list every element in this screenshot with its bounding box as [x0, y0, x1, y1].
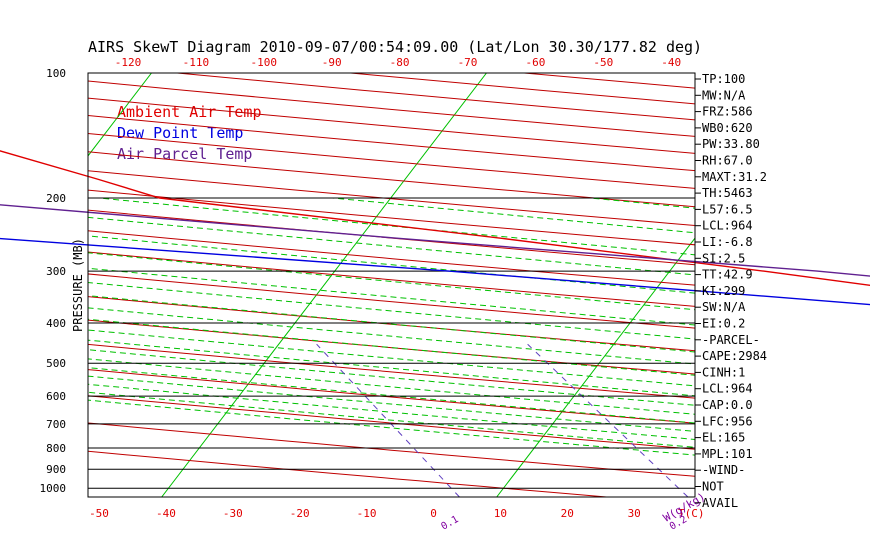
top-temp-tick-label: -100	[251, 56, 278, 69]
pressure-tick-label: 600	[46, 390, 66, 403]
y-axis-label: PRESSURE (MB)	[71, 238, 85, 332]
plot-frame	[87, 72, 696, 498]
legend-dewpoint: Dew Point Temp	[117, 124, 243, 142]
index-label: WB0:620	[702, 121, 753, 135]
moist-adiabat	[88, 358, 695, 415]
index-label: SI:2.5	[702, 251, 745, 265]
dry-adiabat	[88, 422, 695, 477]
indices-panel: TP:100 MW:N/A FRZ:586 WB0:620 PW:33.80 RH:67.…	[695, 72, 767, 510]
index-label: EI:0.2	[702, 317, 745, 331]
pressure-tick-label: 300	[46, 265, 66, 278]
index-label: NOT	[702, 480, 724, 494]
moist-adiabat	[88, 391, 695, 448]
index-label: MPL:101	[702, 447, 753, 461]
index-label: LFC:956	[702, 414, 753, 428]
moist-adiabat	[865, 198, 870, 497]
bottom-temp-tick-label: -30	[223, 507, 243, 520]
top-temp-tick-label: -80	[390, 56, 410, 69]
index-label: FRZ:586	[702, 105, 753, 119]
index-label: CINH:1	[702, 365, 745, 379]
legend-parcel: Air Parcel Temp	[117, 145, 252, 163]
dry-adiabat	[88, 189, 695, 246]
index-label: LCL:964	[702, 219, 753, 233]
index-label: PW:33.80	[702, 137, 760, 151]
index-label: MW:N/A	[702, 88, 746, 102]
bottom-temp-tick-label: 10	[494, 507, 507, 520]
pressure-tick-label: 100	[46, 67, 66, 80]
top-temp-tick-label: -60	[525, 56, 545, 69]
index-label: KI:299	[702, 284, 745, 298]
index-label: CAPE:2984	[702, 349, 767, 363]
index-label: EL:165	[702, 431, 745, 445]
ambient-temp-line	[0, 150, 870, 287]
index-label: SW:N/A	[702, 300, 746, 314]
index-label: -PARCEL-	[702, 333, 760, 347]
mixing-ratio-line	[828, 344, 870, 497]
bottom-temp-tick-label: -20	[290, 507, 310, 520]
index-label: L57:6.5	[702, 202, 753, 216]
isotherm-line	[88, 73, 152, 157]
dry-adiabat	[88, 230, 695, 286]
top-temp-tick-label: -90	[322, 56, 342, 69]
dry-adiabat	[88, 343, 695, 399]
pressure-tick-label: 800	[46, 442, 66, 455]
dry-adiabat	[88, 450, 607, 497]
bottom-temp-tick-label: 20	[561, 507, 574, 520]
dry-adiabat	[177, 73, 695, 121]
dry-adiabat	[88, 369, 695, 424]
bottom-temp-tick-label: 0	[430, 507, 437, 520]
bottom-temp-tick-label: -40	[156, 507, 176, 520]
index-label: LI:-6.8	[702, 235, 753, 249]
mixing-ratio-tick-label: 0.1	[439, 514, 460, 533]
pressure-tick-label: 400	[46, 317, 66, 330]
index-label: AVAIL	[702, 496, 738, 510]
dry-adiabat	[88, 209, 695, 266]
bottom-temp-tick-label: -10	[357, 507, 377, 520]
mixing-ratio-line	[527, 343, 689, 497]
top-temp-tick-label: -110	[183, 56, 210, 69]
pressure-tick-label: 1000	[40, 482, 67, 495]
pressure-tick-label: 500	[46, 357, 66, 370]
pressure-tick-label: 900	[46, 463, 66, 476]
top-temp-tick-label: -50	[593, 56, 613, 69]
index-label: RH:67.0	[702, 154, 753, 168]
top-temp-tick-label: -120	[115, 56, 142, 69]
index-label: TT:42.9	[702, 268, 753, 282]
plot-area	[88, 73, 870, 497]
pressure-tick-label: 700	[46, 418, 66, 431]
index-label: -WIND-	[702, 463, 745, 477]
chart-title: AIRS SkewT Diagram 2010-09-07/00:54:09.0…	[88, 38, 702, 56]
pressure-tick-label: 200	[46, 192, 66, 205]
isotherm-line	[496, 237, 695, 497]
x-axis-unit-label: T(C)	[678, 507, 705, 520]
top-temp-tick-label: -40	[661, 56, 681, 69]
index-label: LCL:964	[702, 382, 753, 396]
bottom-temp-tick-label: 30	[628, 507, 641, 520]
legend-ambient: Ambient Air Temp	[117, 103, 262, 121]
dry-adiabat	[524, 73, 695, 89]
index-label: CAP:0.0	[702, 398, 753, 412]
bottom-temp-tick-label: -50	[89, 507, 109, 520]
index-label: MAXT:31.2	[702, 170, 767, 184]
index-label: TH:5463	[702, 186, 753, 200]
index-label: TP:100	[702, 72, 745, 86]
moist-adiabat	[88, 367, 695, 424]
isotherm-line	[161, 73, 487, 497]
top-temp-tick-label: -70	[458, 56, 478, 69]
